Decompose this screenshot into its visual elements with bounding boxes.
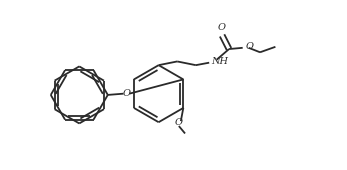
Text: NH: NH bbox=[211, 57, 228, 66]
Text: O: O bbox=[218, 23, 226, 32]
Text: O: O bbox=[122, 89, 130, 98]
Text: O: O bbox=[245, 42, 253, 51]
Text: O: O bbox=[175, 118, 183, 127]
